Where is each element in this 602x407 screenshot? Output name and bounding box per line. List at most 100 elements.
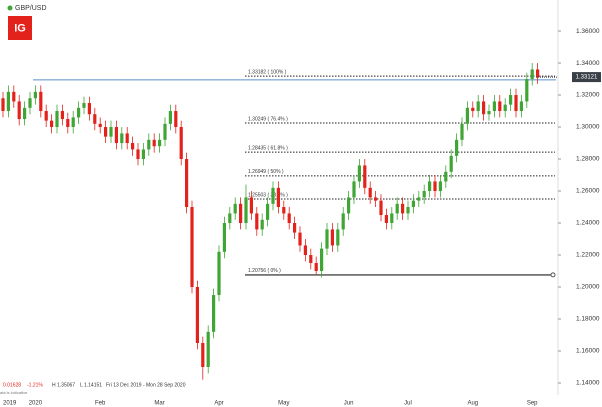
candle-body (336, 229, 340, 246)
candle-body (39, 91, 43, 112)
candle-body (17, 101, 21, 120)
candle-body (536, 69, 540, 78)
candle-body (330, 229, 334, 246)
y-tick-label: 1.16000 (576, 348, 600, 355)
candle-body (239, 203, 243, 224)
candle-body (384, 215, 388, 224)
candle-body (195, 287, 199, 344)
info-change-pct: -1.21% (27, 382, 43, 388)
candle-body (298, 232, 302, 246)
y-tick-label: 1.28000 (576, 156, 600, 163)
candle-body (82, 103, 86, 108)
candle-body (325, 229, 329, 249)
candle-body (271, 187, 275, 204)
x-tick-label: 2020 (29, 401, 43, 407)
candle-body (320, 248, 324, 272)
y-tick-label: 1.34000 (576, 60, 600, 67)
candle-body (460, 123, 464, 140)
candle-body (44, 111, 48, 121)
candle-body (260, 219, 264, 230)
x-tick-label: Jul (404, 401, 412, 407)
candle-body (498, 101, 502, 112)
candle-body (179, 127, 183, 160)
info-high: H 1.35067 (52, 382, 75, 388)
candle-body (222, 223, 226, 252)
candle-body (114, 127, 118, 144)
candle-body (60, 111, 64, 120)
candle-body (174, 111, 178, 128)
candle-body (109, 127, 113, 137)
candle-body (104, 127, 108, 137)
candle-body (55, 111, 59, 128)
symbol-dot (7, 5, 13, 11)
fib-label: 1.33182 ( 100% ) (248, 69, 287, 75)
y-tick-label: 1.18000 (576, 316, 600, 323)
info-range: Fri 13 Dec 2019 - Mon 28 Sep 2020 (106, 382, 186, 388)
x-tick-label: Mar (154, 401, 164, 407)
candle-body (141, 149, 145, 160)
candle-body (28, 98, 32, 108)
candle-body (314, 263, 318, 272)
candle-body (519, 101, 523, 112)
candle-body (255, 213, 259, 230)
x-tick-label: May (278, 401, 289, 407)
candle-body (476, 101, 480, 112)
candle-body (411, 200, 415, 208)
fib-label: 1.30249 ( 76.4% ) (248, 116, 288, 122)
candle-body (309, 255, 313, 264)
candle-body (347, 197, 351, 214)
candle-body (77, 107, 81, 118)
candle-body (455, 139, 459, 156)
candle-body (217, 251, 221, 296)
candle-body (12, 91, 16, 102)
candle-body (163, 123, 167, 140)
x-tick-label: Sep (527, 401, 538, 407)
candle-body (514, 95, 518, 112)
candle-body (98, 123, 102, 128)
chart-title: GBP/USD (15, 5, 47, 12)
candle-body (50, 120, 54, 128)
last-price-label: 1.33121 (576, 75, 598, 81)
candle-body (406, 207, 410, 214)
candle-body (147, 139, 151, 150)
candle-body (152, 139, 156, 147)
fib-label: 1.25503 ( 38.2% ) (248, 192, 288, 198)
candle-body (93, 114, 97, 124)
candle-body (465, 107, 469, 124)
candle-body (482, 101, 486, 115)
candle-body (422, 191, 426, 198)
candle-body (287, 213, 291, 224)
candle-body (71, 117, 75, 128)
y-tick-label: 1.32000 (576, 92, 600, 99)
candle-body (293, 223, 297, 233)
candle-body (190, 207, 194, 288)
candle-body (158, 139, 162, 147)
plot: 1.14000 1.16000 1.18000 1.20000 1.22000 1.240… (1, 28, 601, 407)
candle-body (282, 207, 286, 214)
candle-body (417, 197, 421, 201)
y-tick-label: 1.30000 (576, 124, 600, 131)
candle-body (244, 197, 248, 224)
x-tick-label: 2019 (3, 401, 17, 407)
candle-body (201, 343, 205, 368)
y-tick-label: 1.36000 (576, 28, 600, 35)
candle-body (233, 203, 237, 214)
candle-body (120, 133, 124, 144)
candle-body (6, 91, 10, 112)
candle-body (368, 187, 372, 198)
candle-body (125, 133, 129, 144)
candle-body (503, 104, 507, 112)
candle-body (492, 101, 496, 112)
candle-body (87, 103, 91, 115)
candle-body (23, 107, 27, 120)
candle-body (303, 245, 307, 256)
candle-body (433, 181, 437, 192)
y-tick-label: 1.14000 (576, 380, 600, 387)
candle-body (438, 181, 442, 192)
candle-body (357, 165, 361, 182)
candle-body (471, 107, 475, 112)
candle-body (428, 181, 432, 192)
candle-body (395, 203, 399, 214)
